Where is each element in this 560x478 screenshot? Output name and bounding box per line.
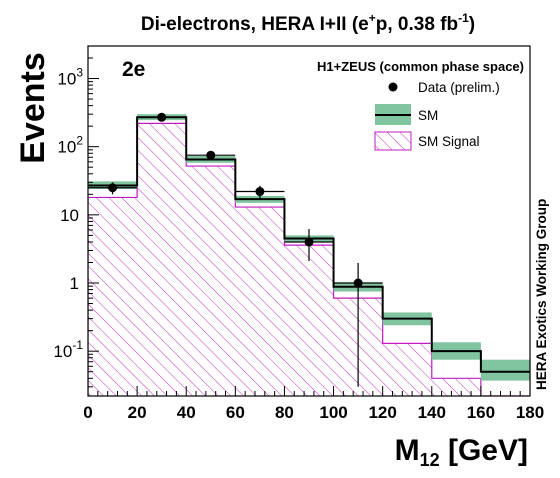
side-label: HERA Exotics Working Group	[534, 199, 549, 390]
data-point	[108, 183, 118, 193]
signal-bin	[382, 343, 432, 396]
x-tick-label: 160	[467, 403, 495, 422]
y-tick-label: 10	[60, 206, 79, 225]
data-point	[353, 278, 363, 288]
subtitle: H1+ZEUS (common phase space)	[317, 59, 524, 74]
x-tick-label: 120	[368, 403, 396, 422]
signal-bin	[137, 123, 187, 396]
data-point	[255, 187, 265, 197]
legend-data-marker	[388, 82, 398, 92]
x-tick-label: 0	[83, 403, 92, 422]
legend: Data (prelim.) SM SM Signal	[374, 80, 500, 151]
legend-signal-label: SM Signal	[418, 134, 480, 149]
data-point	[157, 112, 167, 122]
y-tick-label: 10-1	[53, 338, 83, 361]
signal-bin	[186, 166, 236, 396]
plot-area	[88, 112, 530, 396]
x-tick-label: 140	[418, 403, 446, 422]
y-tick-label: 1	[70, 274, 79, 293]
y-axis-label: Events	[14, 52, 52, 164]
legend-signal-swatch	[374, 131, 412, 151]
x-tick-label: 60	[226, 403, 245, 422]
signal-bin	[88, 197, 138, 396]
x-tick-label: 100	[319, 403, 347, 422]
x-tick-label: 180	[516, 403, 544, 422]
x-tick-label: 40	[177, 403, 196, 422]
signal-bin	[284, 245, 334, 396]
data-layer	[88, 112, 383, 387]
signal-bin	[235, 207, 285, 396]
y-tick-label: 103	[57, 66, 83, 89]
legend-sm-label: SM	[418, 108, 438, 123]
sm-band-bin	[480, 359, 530, 381]
axis-layer: 0 20 40 60 80 100 120 140 160 180 10-1 1 10 102 103	[53, 45, 544, 422]
data-point	[304, 237, 314, 247]
x-axis-label: M12 [GeV]	[395, 434, 528, 470]
x-tick-label: 80	[275, 403, 294, 422]
y-tick-label: 102	[57, 134, 83, 157]
channel-label: 2e	[122, 58, 145, 81]
legend-data-label: Data (prelim.)	[418, 80, 500, 95]
signal-bin	[431, 378, 481, 396]
x-tick-label: 20	[128, 403, 147, 422]
chart-title: Di-electrons, HERA I+II (e+p, 0.38 fb-1)	[141, 11, 475, 35]
data-point	[206, 150, 216, 160]
